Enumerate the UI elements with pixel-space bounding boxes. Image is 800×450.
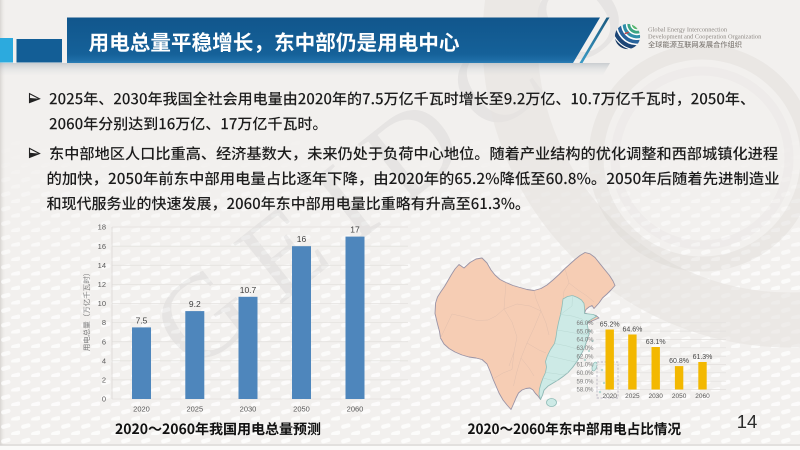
svg-text:8: 8 [102,318,106,327]
svg-text:4: 4 [102,356,106,365]
svg-text:9.2: 9.2 [189,299,201,309]
svg-text:Development and Cooperation Or: Development and Cooperation Organization [648,34,762,41]
svg-text:59.0%: 59.0% [576,379,594,385]
svg-text:14: 14 [98,261,106,270]
svg-text:0: 0 [102,395,106,404]
svg-text:6: 6 [102,337,106,346]
svg-text:2025: 2025 [625,393,640,400]
svg-text:61.3%: 61.3% [693,354,713,361]
svg-text:60.0%: 60.0% [576,371,594,377]
svg-text:2020: 2020 [133,405,150,414]
svg-text:64.0%: 64.0% [576,338,594,344]
svg-text:64.6%: 64.6% [622,327,642,334]
svg-text:2025: 2025 [186,405,203,414]
svg-text:66.0%: 66.0% [576,321,594,327]
svg-text:2020: 2020 [602,393,617,400]
svg-text:2050: 2050 [672,393,687,400]
svg-text:63.1%: 63.1% [646,339,666,346]
svg-text:12: 12 [98,280,106,289]
svg-text:63.0%: 63.0% [576,346,594,352]
svg-text:16: 16 [98,242,106,251]
svg-text:60.8%: 60.8% [669,358,689,365]
svg-text:17: 17 [350,225,360,235]
svg-text:65.0%: 65.0% [576,329,594,335]
svg-text:10.7: 10.7 [240,285,257,295]
svg-text:61.0%: 61.0% [576,363,594,369]
svg-text:16: 16 [297,234,307,244]
svg-text:2: 2 [102,376,106,385]
svg-text:14: 14 [737,411,758,432]
svg-text:2030: 2030 [648,393,663,400]
svg-text:10: 10 [98,299,106,308]
svg-text:2050: 2050 [293,405,310,414]
svg-text:Global Energy Interconnection: Global Energy Interconnection [648,27,728,34]
svg-text:2060: 2060 [695,393,710,400]
svg-text:62.0%: 62.0% [576,354,594,360]
svg-text:2060: 2060 [347,405,364,414]
svg-text:18: 18 [98,223,106,232]
svg-text:2030: 2030 [240,405,257,414]
svg-text:7.5: 7.5 [136,315,148,325]
svg-text:58.0%: 58.0% [576,388,594,394]
svg-text:65.2%: 65.2% [600,322,620,329]
